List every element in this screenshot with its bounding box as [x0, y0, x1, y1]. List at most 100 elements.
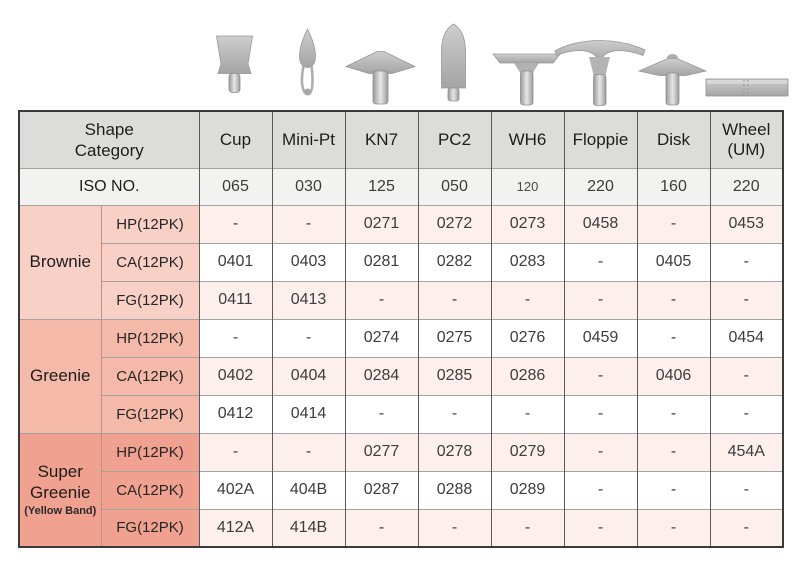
iso-value: 125: [344, 167, 418, 205]
product-spec-table: Shape Category Cup Mini-Pt KN7 PC2 WH6 F…: [18, 110, 784, 548]
product-code-cell: -: [636, 508, 710, 547]
iso-value: 050: [417, 167, 491, 205]
column-header-floppie: Floppie: [563, 110, 637, 168]
product-code-cell: -: [709, 508, 783, 547]
product-code-cell: 0289: [490, 470, 564, 509]
product-code-cell: 0405: [636, 242, 710, 281]
product-code-cell: 0284: [344, 356, 418, 395]
product-code-cell: 0406: [636, 356, 710, 395]
group-sublabel: (Yellow Band): [24, 504, 97, 517]
table-row: FG(12PK) 0412 0414 - - - - - -: [19, 394, 783, 433]
product-code-cell: 0288: [417, 470, 491, 509]
product-code-cell: 0273: [490, 204, 564, 243]
product-code-cell: -: [709, 242, 783, 281]
row-label: FG(12PK): [100, 394, 199, 433]
product-code-cell: 0272: [417, 204, 491, 243]
disk-icon: [637, 54, 708, 106]
iso-value: 220: [563, 167, 637, 205]
product-code-cell: 0278: [417, 432, 491, 471]
row-label: HP(12PK): [100, 204, 199, 243]
product-code-cell: 0453: [709, 204, 783, 243]
mini-point-icon: [299, 28, 316, 96]
product-code-cell: -: [271, 318, 345, 357]
product-code-cell: -: [563, 394, 637, 433]
product-code-cell: -: [271, 204, 345, 243]
cup-icon: [216, 35, 253, 93]
product-code-cell: 0279: [490, 432, 564, 471]
group-label-greenie: Greenie: [18, 318, 101, 433]
product-code-cell: -: [198, 318, 272, 357]
product-code-cell: -: [636, 280, 710, 319]
product-code-cell: -: [636, 470, 710, 509]
wh6-icon: [492, 53, 561, 106]
table-row: CA(12PK) 0402 0404 0284 0285 0286 - 0406…: [19, 356, 783, 395]
product-code-cell: 0413: [271, 280, 345, 319]
product-code-cell: -: [417, 508, 491, 547]
product-code-cell: 414B: [271, 508, 345, 547]
floppie-icon: [554, 40, 646, 106]
product-code-cell: -: [709, 280, 783, 319]
product-code-cell: 0281: [344, 242, 418, 281]
product-code-cell: 0458: [563, 204, 637, 243]
column-header-cup: Cup: [198, 110, 272, 168]
product-code-cell: 0286: [490, 356, 564, 395]
product-code-cell: 0287: [344, 470, 418, 509]
product-code-cell: 0283: [490, 242, 564, 281]
product-code-cell: -: [490, 508, 564, 547]
row-label: CA(12PK): [100, 242, 199, 281]
product-code-cell: -: [636, 394, 710, 433]
product-code-cell: 404B: [271, 470, 345, 509]
product-code-cell: 412A: [198, 508, 272, 547]
product-code-cell: -: [417, 394, 491, 433]
product-code-cell: -: [344, 394, 418, 433]
row-label: HP(12PK): [100, 432, 199, 471]
table-row: FG(12PK) 0411 0413 - - - - - -: [19, 280, 783, 319]
product-code-cell: 0403: [271, 242, 345, 281]
iso-no-label: ISO NO.: [18, 167, 199, 205]
product-code-cell: -: [636, 432, 710, 471]
product-code-cell: -: [636, 204, 710, 243]
pc2-icon: [441, 23, 466, 102]
row-label: FG(12PK): [100, 280, 199, 319]
shape-illustrations: [216, 23, 789, 106]
product-code-cell: 0282: [417, 242, 491, 281]
row-label: CA(12PK): [100, 470, 199, 509]
table-row: CA(12PK) 0401 0403 0281 0282 0283 - 0405…: [19, 242, 783, 281]
product-code-cell: -: [417, 280, 491, 319]
product-code-cell: 402A: [198, 470, 272, 509]
wheel-unmounted-icon: [705, 78, 789, 97]
product-code-cell: -: [563, 432, 637, 471]
column-header-wheel-um: Wheel (UM): [709, 110, 783, 168]
header-row: Shape Category Cup Mini-Pt KN7 PC2 WH6 F…: [18, 110, 783, 168]
iso-value: 160: [636, 167, 710, 205]
product-code-cell: -: [709, 394, 783, 433]
table-row: Super Greenie (Yellow Band) HP(12PK) - -…: [18, 432, 783, 547]
product-code-cell: 0276: [490, 318, 564, 357]
product-code-cell: 0404: [271, 356, 345, 395]
product-code-cell: -: [490, 280, 564, 319]
product-code-cell: -: [709, 356, 783, 395]
product-code-cell: -: [709, 470, 783, 509]
product-code-cell: -: [563, 470, 637, 509]
iso-value: 030: [271, 167, 345, 205]
product-code-cell: -: [563, 356, 637, 395]
product-code-cell: -: [636, 318, 710, 357]
product-code-cell: 0275: [417, 318, 491, 357]
product-code-cell: 0285: [417, 356, 491, 395]
product-code-cell: 0454: [709, 318, 783, 357]
product-code-cell: 0274: [344, 318, 418, 357]
group-label-super-greenie: Super Greenie (Yellow Band): [18, 432, 101, 547]
table-row: Greenie HP(12PK) - - 0274 0275 0276 0459…: [18, 318, 783, 433]
product-code-cell: -: [490, 394, 564, 433]
product-code-cell: 0459: [563, 318, 637, 357]
product-code-cell: -: [198, 204, 272, 243]
column-header-pc2: PC2: [417, 110, 491, 168]
product-code-cell: -: [563, 280, 637, 319]
shape-category-header: Shape Category: [18, 110, 199, 168]
product-code-cell: 0411: [198, 280, 272, 319]
product-code-cell: -: [563, 242, 637, 281]
column-header-disk: Disk: [636, 110, 710, 168]
product-code-cell: -: [344, 280, 418, 319]
column-header-wh6: WH6: [490, 110, 564, 168]
row-label: HP(12PK): [100, 318, 199, 357]
